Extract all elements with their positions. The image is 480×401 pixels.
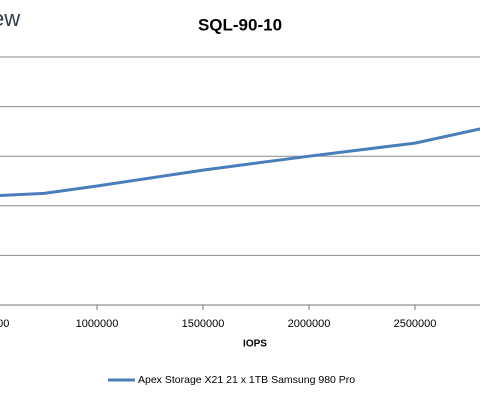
chart-title: SQL-90-10 [198, 15, 282, 34]
series-line [0, 127, 480, 197]
x-tick-label: 500000 [0, 318, 9, 330]
x-tick-label: 2500000 [394, 318, 437, 330]
logo-fragment: ew [0, 6, 20, 31]
x-axis-label: IOPS [243, 339, 267, 350]
legend-label: Apex Storage X21 21 x 1TB Samsung 980 Pr… [138, 374, 355, 386]
x-tick-label: 2000000 [288, 318, 331, 330]
x-tick-label: 1500000 [182, 318, 225, 330]
x-tick-label: 1000000 [76, 318, 119, 330]
